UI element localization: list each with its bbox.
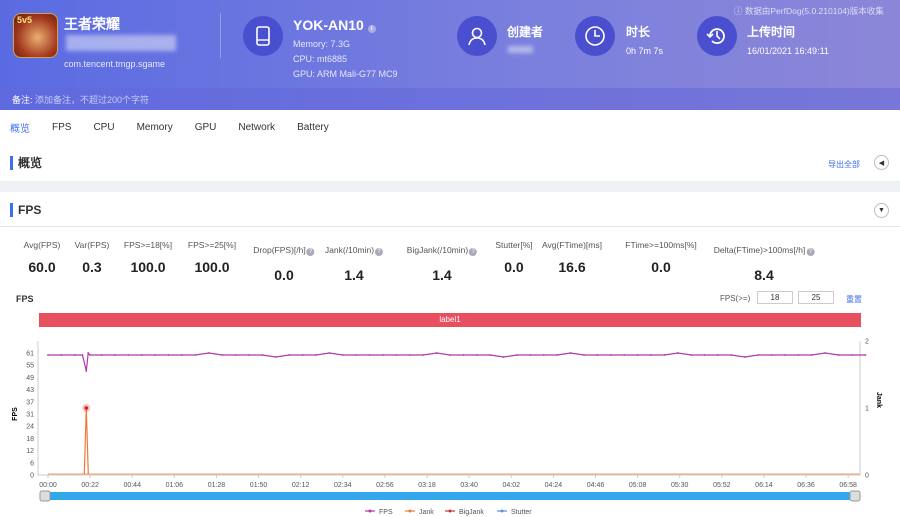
metric-8: Avg(FTime)[ms] 16.6 [542, 240, 602, 275]
upload-time: 16/01/2021 16:49:11 [747, 46, 829, 56]
metric-value: 1.4 [432, 267, 452, 283]
device-name: YOK-AN10 i [293, 17, 376, 33]
help-icon[interactable]: ? [375, 248, 384, 256]
metric-value: 1.4 [344, 267, 364, 283]
creator-label: 创建者 [507, 25, 544, 39]
metric-label: Delta(FTime)>100ms[/h] [713, 245, 806, 255]
phone-icon [243, 16, 283, 56]
overview-title: 概览 [10, 156, 42, 170]
metric-value: 8.4 [754, 267, 774, 283]
tab-memory[interactable]: Memory [136, 122, 173, 133]
tab-fps[interactable]: FPS [52, 122, 72, 133]
metric-label: Stutter[%] [495, 240, 533, 250]
blurred-creator [508, 46, 533, 53]
history-icon [697, 16, 737, 56]
blurred-info [66, 35, 176, 51]
metric-1: Var(FPS) 0.3 [75, 240, 110, 275]
help-icon[interactable]: ? [306, 248, 315, 256]
metric-label: Avg(FPS) [23, 240, 61, 250]
chart-title: FPS [16, 294, 34, 304]
metric-value: 16.6 [558, 259, 586, 275]
upload-label: 上传时间 [747, 25, 796, 39]
metric-label: FPS>=25[%] [187, 240, 237, 250]
metric-value: 100.0 [194, 259, 230, 275]
metric-4: Drop(FPS)[/h]? 0.0 [253, 240, 315, 283]
fps-section-title: FPS [10, 203, 41, 217]
tab-bar: 概览 FPS CPU Memory GPU Network Battery [0, 110, 900, 145]
duration-value: 0h 7m 7s [626, 46, 664, 56]
clock-icon [575, 16, 615, 56]
device-memory: Memory: 7.3G [293, 39, 351, 49]
metric-7: Stutter[%] 0.0 [495, 240, 532, 275]
notes-bar[interactable]: 备注: 添加备注，不超过200个字符 [0, 88, 900, 110]
metric-value: 0.0 [651, 259, 671, 275]
tab-cpu[interactable]: CPU [93, 122, 115, 133]
metric-6: BigJank(/10min)? 1.4 [406, 240, 478, 283]
metric-label: Avg(FTime)[ms] [542, 240, 602, 250]
metric-value: 0.3 [82, 259, 102, 275]
metric-10: Delta(FTime)>100ms[/h]? 8.4 [714, 240, 815, 283]
collapse-down-button[interactable]: ▼ [874, 203, 889, 218]
app-icon: 5v5 [13, 13, 58, 58]
version-note: ⓘ 数据由PerfDog(5.0.210104)版本收集 [734, 6, 884, 16]
report-header: 5v5 王者荣耀 com.tencent.tmgp.sgame YOK-AN10… [0, 0, 900, 88]
metric-value: 0.0 [274, 267, 294, 283]
metric-3: FPS>=25[%] 100.0 [188, 240, 236, 275]
help-icon[interactable]: ? [469, 248, 478, 256]
tab-battery[interactable]: Battery [297, 122, 329, 133]
divider [220, 13, 221, 58]
duration-label: 时长 [626, 25, 651, 39]
metric-5: Jank(/10min)? 1.4 [324, 240, 384, 283]
metric-label: BigJank(/10min) [406, 245, 469, 255]
app-name: 王者荣耀 [64, 16, 120, 32]
metric-label: Drop(FPS)[/h] [253, 245, 306, 255]
metric-label: FPS>=18[%] [123, 240, 173, 250]
device-cpu: CPU: mt6885 [293, 54, 348, 64]
info-icon[interactable]: i [367, 25, 376, 33]
metric-value: 0.0 [504, 259, 524, 275]
metric-value: 100.0 [130, 259, 166, 275]
export-all-link[interactable]: 导出全部 [828, 160, 860, 169]
tab-network[interactable]: Network [238, 122, 276, 133]
metric-9: FTime>=100ms[%] 0.0 [625, 240, 697, 275]
collapse-left-button[interactable]: ◀ [874, 155, 889, 170]
overview-section: 概览 导出全部 ◀ [0, 145, 900, 181]
tab-gpu[interactable]: GPU [194, 122, 217, 133]
metric-label: FTime>=100ms[%] [625, 240, 697, 250]
threshold-input-1[interactable]: 18 [757, 291, 793, 304]
metric-label: Var(FPS) [74, 240, 110, 250]
metric-label: Jank(/10min) [324, 245, 375, 255]
divider [0, 226, 900, 227]
label-band[interactable]: label1 [39, 313, 861, 327]
device-gpu: GPU: ARM Mali-G77 MC9 [293, 69, 398, 79]
help-icon[interactable]: ? [806, 248, 815, 256]
user-icon [457, 16, 497, 56]
notes-input[interactable]: 添加备注，不超过200个字符 [35, 95, 150, 105]
reset-button[interactable]: 重置 [846, 295, 862, 304]
metric-0: Avg(FPS) 60.0 [24, 240, 61, 275]
threshold-label: FPS(>=) [720, 294, 751, 303]
threshold-input-2[interactable]: 25 [798, 291, 834, 304]
app-package: com.tencent.tmgp.sgame [64, 59, 166, 69]
tab-overview[interactable]: 概览 [10, 124, 30, 135]
metric-2: FPS>=18[%] 100.0 [124, 240, 172, 275]
metric-value: 60.0 [28, 259, 56, 275]
